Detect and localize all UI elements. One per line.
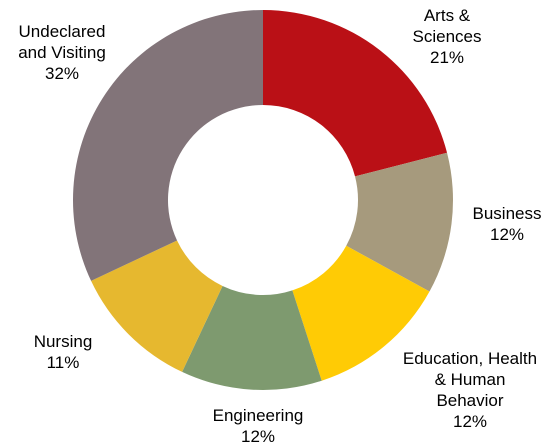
- slice-category-label: Sciences: [413, 27, 482, 46]
- slice-label-4: Engineering 12%: [213, 406, 304, 446]
- chart-labels: Arts & Sciences 21%Business 12%Education, H…: [18, 6, 541, 446]
- slice-percent-label: 12%: [241, 427, 275, 446]
- slice-category-label: Nursing: [34, 332, 93, 351]
- slice-undeclared-and-visiting: [72, 10, 263, 281]
- slice-percent-label: 21%: [430, 48, 464, 67]
- slice-percent-label: 12%: [453, 412, 487, 431]
- slice-percent-label: 12%: [490, 225, 524, 244]
- slice-arts-sciences: [263, 10, 448, 177]
- slice-category-label: and Visiting: [18, 43, 106, 62]
- chart-slices: [72, 10, 453, 390]
- slice-label-6: Undeclared and Visiting 32%: [18, 22, 106, 83]
- slice-label-1: Arts & Sciences 21%: [413, 6, 482, 67]
- slice-category-label: Behavior: [436, 391, 503, 410]
- slice-label-3: Education, Health & Human Behavior 12%: [403, 349, 537, 431]
- slice-percent-label: 32%: [45, 64, 79, 83]
- slice-category-label: & Human: [435, 370, 506, 389]
- slice-nursing: [91, 240, 223, 372]
- slice-label-2: Business 12%: [473, 204, 542, 244]
- slice-category-label: Engineering: [213, 406, 304, 425]
- slice-category-label: Education, Health: [403, 349, 537, 368]
- slice-category-label: Arts &: [424, 6, 471, 25]
- slice-category-label: Undeclared: [19, 22, 106, 41]
- slice-percent-label: 11%: [47, 353, 80, 372]
- slice-label-5: Nursing 11%: [34, 332, 93, 372]
- slice-business: [346, 152, 453, 292]
- slice-category-label: Business: [473, 204, 542, 223]
- slice-engineering: [182, 285, 322, 390]
- slice-education-health-human-behavior: [292, 245, 430, 381]
